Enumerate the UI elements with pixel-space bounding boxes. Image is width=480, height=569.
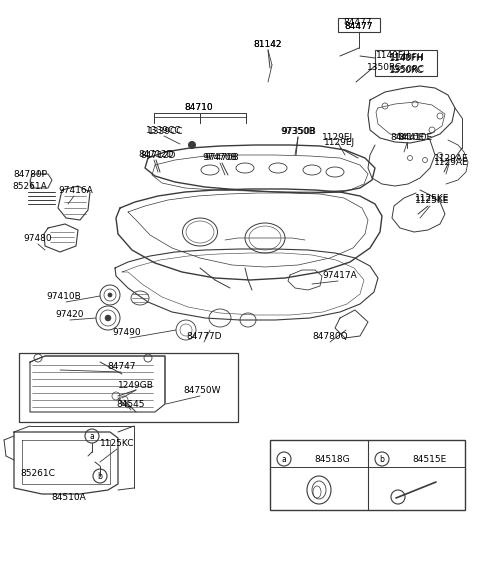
Text: 97350B: 97350B [282,126,316,135]
Text: 97490: 97490 [113,328,141,336]
Text: 84780P: 84780P [13,170,47,179]
Text: 1339CC: 1339CC [148,126,184,135]
Text: 84710: 84710 [185,102,213,112]
Text: 84477: 84477 [345,22,373,31]
Text: 84780Q: 84780Q [312,332,348,340]
Text: 1350RC: 1350RC [388,65,423,75]
Circle shape [105,315,111,321]
Circle shape [189,142,195,149]
Text: 1129AE: 1129AE [434,158,468,167]
Text: b: b [97,472,102,480]
Text: 1125KE: 1125KE [415,196,449,204]
Text: 97420: 97420 [56,310,84,319]
Text: a: a [90,431,95,440]
Text: 81142: 81142 [254,39,282,48]
Text: 85261A: 85261A [12,182,48,191]
Text: 97416A: 97416A [59,185,94,195]
Text: 97470B: 97470B [204,152,240,162]
Bar [270,440,465,510]
Text: 84747: 84747 [108,361,136,370]
Text: 84510A: 84510A [52,493,86,501]
Text: 1339CC: 1339CC [146,126,182,134]
Text: 1350RC: 1350RC [367,63,401,72]
Text: 1249GB: 1249GB [118,381,154,390]
Text: 97417A: 97417A [323,270,358,279]
Text: 1125KE: 1125KE [415,193,449,203]
Text: b: b [380,455,384,464]
Text: 84750W: 84750W [183,386,221,394]
Text: 1140FH: 1140FH [376,51,410,60]
Text: 97350B: 97350B [281,126,315,135]
Text: 1129EJ: 1129EJ [324,138,356,146]
Text: 84410E: 84410E [398,133,432,142]
Text: 97410B: 97410B [47,291,82,300]
Text: 84477: 84477 [345,22,373,31]
Text: 84712D: 84712D [140,150,176,159]
Text: 84477: 84477 [344,18,372,27]
Circle shape [108,293,112,297]
Bar [338,18,380,32]
Text: 84545: 84545 [117,399,145,409]
Text: 84777D: 84777D [186,332,222,340]
Text: 1350RC: 1350RC [389,64,424,73]
Text: 84710: 84710 [185,102,213,112]
Text: 84712D: 84712D [138,150,174,159]
Text: 1140FH: 1140FH [390,52,424,61]
Text: 97470B: 97470B [203,152,238,162]
Text: 1125KC: 1125KC [100,439,134,447]
Text: 81142: 81142 [254,39,282,48]
Text: 1140FH: 1140FH [389,53,423,63]
Text: 1129AE: 1129AE [434,154,468,163]
Text: 84410E: 84410E [390,133,424,142]
Text: 84515E: 84515E [412,455,446,464]
Text: 84518G: 84518G [314,455,349,464]
Text: a: a [282,455,287,464]
Bar [375,50,437,76]
Text: 1129EJ: 1129EJ [323,133,354,142]
Text: 97480: 97480 [24,233,52,242]
Text: 85261C: 85261C [21,468,55,477]
